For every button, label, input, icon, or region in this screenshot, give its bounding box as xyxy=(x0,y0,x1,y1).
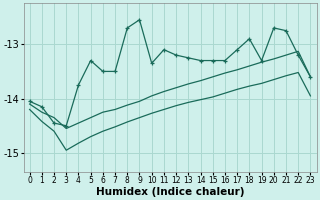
X-axis label: Humidex (Indice chaleur): Humidex (Indice chaleur) xyxy=(96,187,244,197)
